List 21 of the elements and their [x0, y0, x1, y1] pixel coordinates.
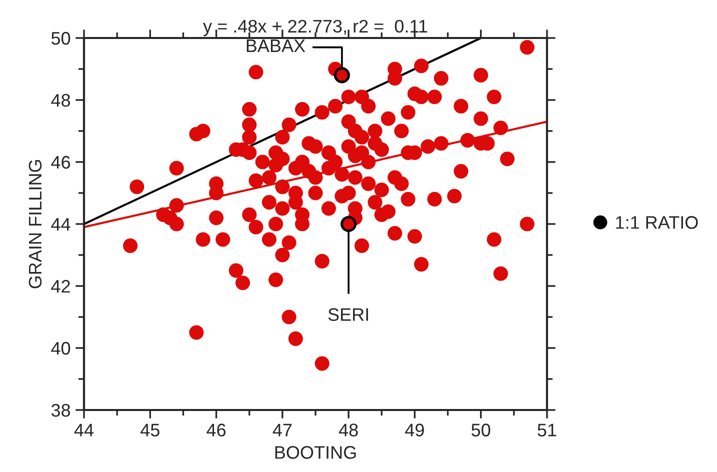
x-tick-label: 47 — [272, 424, 292, 436]
annotation: SERI — [328, 308, 368, 321]
legend-label: 1:1 RATIO — [616, 216, 698, 229]
x-tick-label: 48 — [338, 424, 358, 436]
x-tick-label: 50 — [472, 424, 490, 436]
x-tick-label: 45 — [140, 424, 160, 436]
x-tick-label: 44 — [74, 424, 94, 436]
y-tick-label: 46 — [51, 156, 70, 169]
annotation: BABAX — [246, 40, 306, 52]
y-tick-label: 40 — [51, 342, 70, 355]
y-tick-label: 50 — [51, 32, 70, 45]
y-tick-label: 38 — [51, 404, 70, 417]
x-tick-label: 46 — [206, 424, 226, 436]
x-tick-label: 49 — [405, 424, 424, 436]
chart-title: y = .48x + 22.773, r2 = 0.11 — [203, 20, 428, 36]
y-tick-label: 42 — [51, 280, 70, 293]
y-tick-label: 44 — [51, 218, 70, 231]
y-tick-label: 48 — [51, 94, 70, 107]
y-axis-title: GRAIN FILLING — [28, 160, 42, 288]
x-axis-title: BOOTING — [275, 446, 356, 459]
x-tick-label: 51 — [538, 424, 556, 436]
